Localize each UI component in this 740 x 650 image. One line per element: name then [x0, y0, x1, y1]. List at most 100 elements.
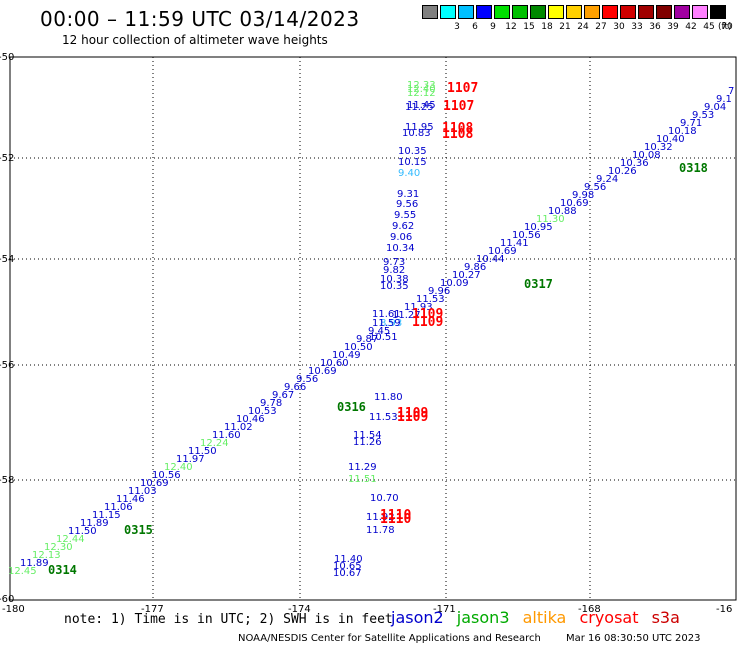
vertical-swh-label: 12.33 [407, 80, 436, 91]
diagonal-swh-label: 10.69 [488, 246, 517, 257]
satellite-cryosat: cryosat [579, 608, 639, 627]
diagonal-swh-label: 9.24 [596, 174, 618, 185]
diagonal-swh-label: 11.27 [392, 310, 421, 321]
diagonal-swh-label: 9.56 [584, 182, 606, 193]
y-tick-label: -60 [0, 594, 14, 605]
diagonal-swh-label: 11.60 [212, 430, 241, 441]
diagonal-swh-label: 11.02 [224, 422, 253, 433]
vertical-swh-label: 9.06 [390, 232, 412, 243]
diagonal-swh-label: 11.46 [116, 494, 145, 505]
diagonal-swh-label: 10.56 [512, 230, 541, 241]
diagonal-swh-label: 11.30 [536, 214, 565, 225]
vertical-swh-label: 11.59 [372, 318, 401, 329]
diagonal-swh-label: 9.66 [284, 382, 306, 393]
vertical-swh-label: 9.82 [383, 265, 405, 276]
vertical-swh-label: 10.51 [369, 332, 398, 343]
vertical-swh-label: 11.78 [366, 525, 395, 536]
cryosat-time-label: 1109 [412, 307, 443, 322]
diagonal-swh-label: 11.41 [500, 238, 529, 249]
legend-label: 24 [577, 22, 589, 32]
legend-label: 12 [505, 22, 517, 32]
legend-swatch [566, 5, 582, 19]
legend-swatch [638, 5, 654, 19]
diagonal-swh-label: 9.78 [260, 398, 282, 409]
legend-swatch [458, 5, 474, 19]
diagonal-swh-label: 9.86 [464, 262, 486, 273]
y-tick-label: -56 [0, 360, 14, 371]
vertical-swh-label: 11.40 [334, 554, 363, 565]
legend-swatch [620, 5, 636, 19]
diagonal-swh-label: 10.46 [236, 414, 265, 425]
x-tick-label: -16 [716, 604, 732, 615]
vertical-swh-label: 9.56 [396, 199, 418, 210]
diagonal-swh-label: 10.09 [440, 278, 469, 289]
cryosat-time-label: 1109 [397, 410, 428, 425]
legend-label: 6 [472, 22, 478, 32]
legend-label: 9 [490, 22, 496, 32]
legend-swatch [692, 5, 708, 19]
vertical-swh-label: 11.26 [353, 437, 382, 448]
legend-swatch [476, 5, 492, 19]
vertical-swh-label: 10.70 [370, 493, 399, 504]
x-tick-label: -168 [578, 604, 601, 615]
vertical-swh-label: 11.92 [366, 512, 395, 523]
diagonal-swh-label: 8.93 [380, 318, 402, 329]
vertical-swh-label: 9.73 [383, 257, 405, 268]
diagonal-swh-label: 10.69 [140, 478, 169, 489]
vertical-swh-label: 11.61 [372, 309, 401, 320]
vertical-swh-label: 11.53 [369, 412, 398, 423]
legend-swatch [710, 5, 726, 19]
diagonal-swh-label: 10.69 [560, 198, 589, 209]
legend-unit: (ft) [718, 22, 732, 32]
diagonal-swh-label: 9.96 [428, 286, 450, 297]
map-frame [9, 56, 737, 601]
legend-label: 27 [595, 22, 607, 32]
footer-agency: NOAA/NESDIS Center for Satellite Applica… [238, 633, 541, 644]
diagonal-swh-label: 12.45 [8, 566, 37, 577]
y-tick-label: -54 [0, 254, 14, 265]
x-tick-label: -174 [288, 604, 311, 615]
diagonal-swh-label: 7 [728, 86, 734, 97]
legend-swatch [548, 5, 564, 19]
legend-swatch [656, 5, 672, 19]
diagonal-swh-label: 9.04 [704, 102, 726, 113]
vertical-swh-label: 11.25 [405, 102, 434, 113]
vertical-swh-label: 10.83 [402, 128, 431, 139]
legend-label: 36 [649, 22, 661, 32]
legend-label: 21 [559, 22, 571, 32]
vertical-swh-label: 10.38 [380, 274, 409, 285]
diagonal-swh-label: 10.49 [332, 350, 361, 361]
legend-label: 45 [703, 22, 715, 32]
vertical-swh-label: 11.80 [374, 392, 403, 403]
diagonal-swh-label: 10.27 [452, 270, 481, 281]
diagonal-swh-label: 9.71 [680, 118, 702, 129]
diagonal-swh-label: 10.53 [248, 406, 277, 417]
cryosat-time-label: 1107 [447, 81, 478, 96]
legend-label: 30 [613, 22, 625, 32]
satellite-jason3: jason3 [456, 608, 510, 627]
diagonal-swh-label: 10.18 [668, 126, 697, 137]
vertical-swh-label: 11.51 [348, 474, 377, 485]
legend-label: 33 [631, 22, 643, 32]
cryosat-time-label: 1107 [443, 99, 474, 114]
diagonal-swh-label: 11.89 [80, 518, 109, 529]
cryosat-time-label: 1109 [412, 315, 443, 330]
diagonal-swh-label: 12.44 [56, 534, 85, 545]
diagonal-swh-label: 10.56 [152, 470, 181, 481]
diagonal-swh-label: 11.06 [104, 502, 133, 513]
legend-label: 70 [721, 22, 733, 32]
diagonal-swh-label: 12.13 [32, 550, 61, 561]
cryosat-time-label: 1108 [442, 121, 473, 136]
diagonal-swh-label: 12.40 [164, 462, 193, 473]
vertical-swh-label: 11.54 [353, 430, 382, 441]
diagonal-swh-label: 9.67 [272, 390, 294, 401]
diagonal-swh-label: 11.93 [404, 302, 433, 313]
x-tick-label: -177 [141, 604, 164, 615]
legend-swatch [422, 5, 438, 19]
legend-label: 3 [454, 22, 460, 32]
legend-swatch [584, 5, 600, 19]
diagonal-swh-label: 10.26 [608, 166, 637, 177]
track-time-label: 0316 [337, 400, 366, 414]
diagonal-swh-label: 9.98 [572, 190, 594, 201]
